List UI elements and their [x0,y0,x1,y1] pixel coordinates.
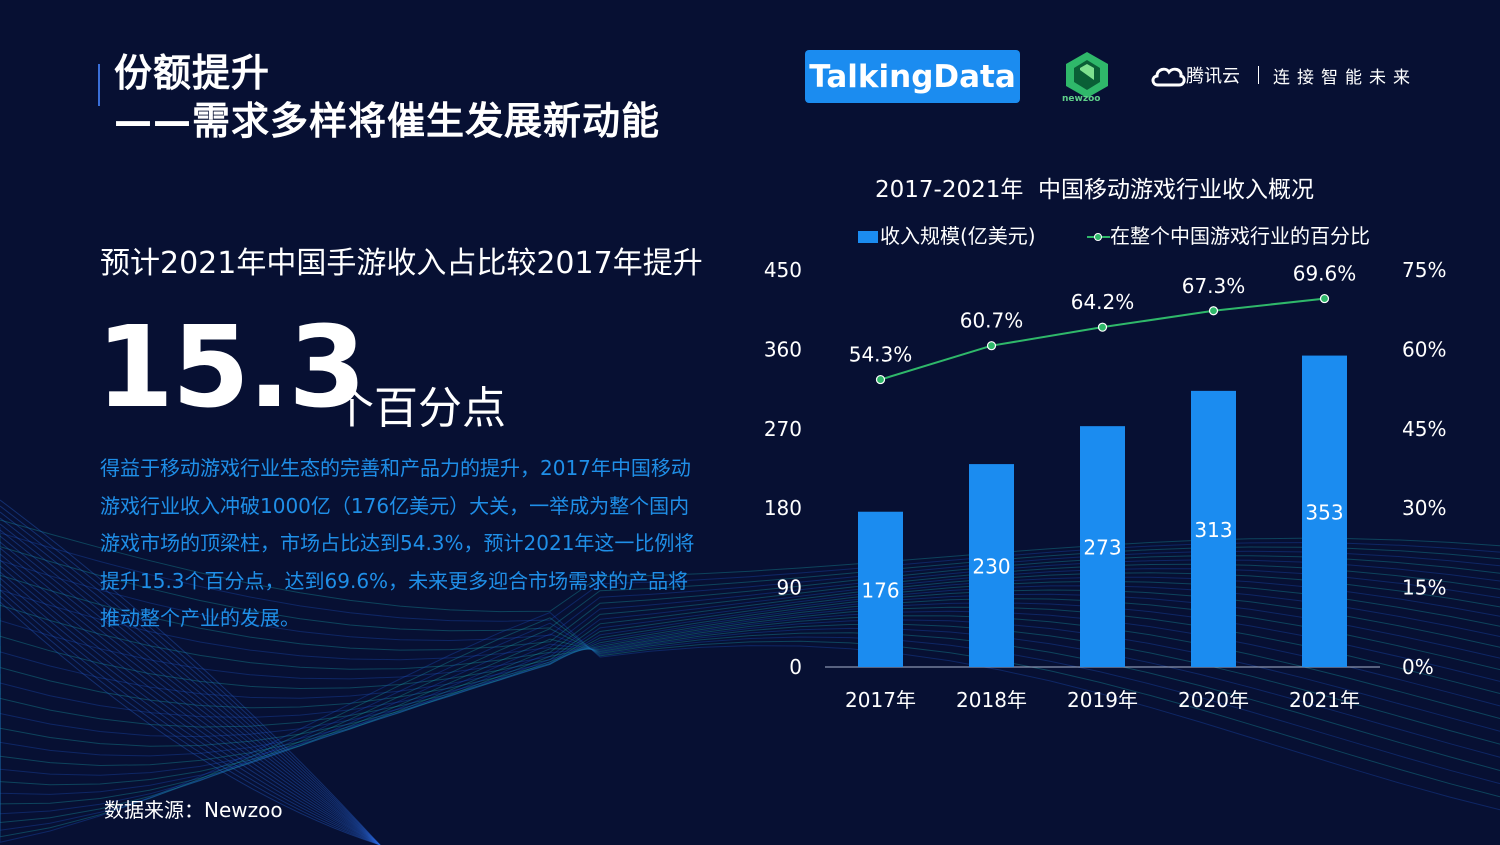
bar [1080,426,1125,667]
tencent-slogan: 连接智能未来 [1273,67,1417,88]
line-point [1319,293,1330,304]
tencent-cloud-name: 腾讯云 [1186,66,1240,87]
bar-value-label: 353 [1305,500,1343,524]
newzoo-logo-icon [1066,52,1108,98]
line-point [875,374,886,385]
line-value-label: 54.3% [849,343,913,367]
legend-line-marker [1094,233,1102,241]
bar [1302,355,1347,667]
cloud-icon [1151,67,1186,87]
line-point [986,341,997,351]
headline-big-unit: 个百分点 [330,383,506,434]
page-subtitle: ——需求多样将催生发展新动能 [114,99,661,143]
y-left-tick-label: 450 [764,258,802,282]
bar [1191,390,1236,667]
y-left-tick-label: 90 [777,576,802,600]
y-left-tick-label: 360 [764,337,802,361]
data-source: 数据来源：Newzoo [104,798,283,822]
line-point [1208,306,1219,316]
bar-value-label: 273 [1083,536,1121,560]
line-value-label: 64.2% [1071,290,1135,314]
x-tick-label: 2019年 [1067,688,1138,712]
y-left-tick-label: 180 [764,496,802,520]
revenue-chart: 收入规模(亿美元) 在整个中国游戏行业的百分比 0 0% 90 15% 180 30% 270 4… [764,224,1447,712]
x-tick-label: 2020年 [1178,688,1249,712]
y-right-tick-label: 15% [1402,576,1446,600]
newzoo-logo-text: newzoo [1062,94,1101,104]
y-right-tick-label: 75% [1402,258,1446,282]
legend-bar-swatch [858,231,878,243]
tencent-cloud-logo: 腾讯云 连接智能未来 [1150,62,1417,88]
title-accent-bar [98,64,100,106]
line-value-label: 69.6% [1293,262,1357,286]
line-point [1097,322,1108,332]
logo-divider [1258,66,1259,84]
x-tick-label: 2017年 [845,688,916,712]
headline-description: 得益于移动游戏行业生态的完善和产品力的提升，2017年中国移动游戏行业收入冲破1… [100,456,695,630]
x-tick-label: 2021年 [1289,688,1360,712]
bar [858,511,903,667]
headline-subhead: 预计2021年中国手游收入占比较2017年提升 [100,246,703,281]
line-value-label: 67.3% [1182,274,1246,298]
y-right-tick-label: 30% [1402,496,1446,520]
bar-value-label: 176 [861,578,899,602]
bar [969,464,1014,667]
chart-title: 2017-2021年 中国移动游戏行业收入概况 [875,177,1314,203]
headline-big-number: 15.3 [96,303,366,433]
bar-value-label: 230 [972,555,1010,579]
talkingdata-logo: TalkingData [805,50,1020,103]
legend-line-label: 在整个中国游戏行业的百分比 [1110,224,1370,248]
x-tick-label: 2018年 [956,688,1027,712]
y-right-tick-label: 60% [1402,337,1446,361]
y-left-tick-label: 0 [789,655,802,679]
legend-bar-label: 收入规模(亿美元) [880,224,1036,248]
y-right-tick-label: 45% [1402,417,1446,441]
bar-value-label: 313 [1194,518,1232,542]
y-right-tick-label: 0% [1402,655,1434,679]
y-left-tick-label: 270 [764,417,802,441]
page-title: 份额提升 [114,51,271,95]
line-value-label: 60.7% [960,309,1024,333]
